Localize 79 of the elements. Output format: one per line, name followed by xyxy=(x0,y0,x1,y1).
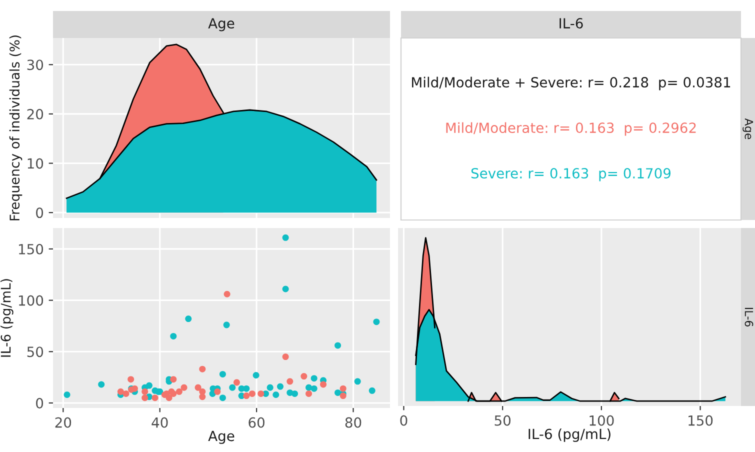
x-tick-label: 40 xyxy=(152,417,168,428)
x-tick-label: 60 xyxy=(248,417,264,428)
point xyxy=(98,381,105,388)
x-tick-label: 100 xyxy=(590,415,614,426)
point xyxy=(185,316,192,322)
point xyxy=(272,391,280,398)
x-axis-title: IL-6 (pg/mL) xyxy=(528,428,610,442)
point xyxy=(170,376,177,383)
point xyxy=(248,390,256,397)
point xyxy=(224,290,230,298)
y-tick-label: 0 xyxy=(36,208,44,218)
point xyxy=(142,394,148,402)
point xyxy=(233,379,240,386)
point xyxy=(243,392,250,400)
y-tick-label: 20 xyxy=(27,108,44,120)
y-tick-label: 150 xyxy=(18,244,44,254)
x-tick-label: 20 xyxy=(55,417,72,428)
point xyxy=(146,382,152,389)
point xyxy=(180,384,188,391)
point xyxy=(214,388,221,395)
y-tick-label: 50 xyxy=(27,346,44,358)
y-tick-label: 30 xyxy=(27,60,44,70)
point xyxy=(354,378,361,385)
point xyxy=(310,375,318,382)
point xyxy=(340,385,346,392)
point xyxy=(64,391,70,398)
text: Age xyxy=(742,118,754,140)
point xyxy=(122,390,130,397)
point xyxy=(252,372,260,378)
x-tick-label: 150 xyxy=(688,415,713,426)
point xyxy=(117,388,124,395)
point xyxy=(258,390,264,397)
point xyxy=(340,392,346,400)
y-tick-label: 10 xyxy=(28,158,44,169)
y-tick-label: 0 xyxy=(36,398,44,408)
point xyxy=(320,381,327,388)
x-axis-title: Age xyxy=(208,430,234,444)
point xyxy=(334,389,342,396)
point xyxy=(276,383,284,390)
point xyxy=(131,385,138,392)
x-tick-label: 0 xyxy=(400,415,408,426)
y-tick-label: 100 xyxy=(18,295,44,306)
point xyxy=(219,394,226,402)
y-axis-title: Frequency of individuals (%) xyxy=(9,36,22,220)
point xyxy=(199,394,206,400)
point xyxy=(291,390,298,397)
point xyxy=(306,384,312,391)
chart-title: Age xyxy=(208,18,234,32)
point xyxy=(286,378,294,385)
point xyxy=(310,385,318,392)
point xyxy=(282,234,289,241)
x-tick-label: 80 xyxy=(345,417,362,428)
point xyxy=(373,318,380,326)
point xyxy=(142,388,148,395)
point xyxy=(152,394,158,402)
point xyxy=(223,322,230,328)
y-axis-title: IL-6 (pg/mL) xyxy=(0,279,14,357)
point xyxy=(282,354,289,360)
point xyxy=(176,388,182,395)
point xyxy=(334,342,342,349)
point xyxy=(199,366,206,372)
x-tick-label: 50 xyxy=(494,415,510,426)
text: Mild/Moderate + Severe: r= 0.218 p= 0.0381 xyxy=(412,76,730,90)
point xyxy=(166,394,172,402)
point xyxy=(219,370,226,378)
text: Severe: r= 0.163 p= 0.1709 xyxy=(471,168,671,182)
point xyxy=(266,384,274,391)
text: Mild/Moderate: r= 0.163 p= 0.2962 xyxy=(446,122,696,136)
point xyxy=(300,373,308,380)
point xyxy=(306,390,312,397)
point xyxy=(170,332,177,340)
text: IL-6 xyxy=(560,18,583,29)
point xyxy=(194,384,202,391)
point xyxy=(243,385,250,392)
point xyxy=(229,384,236,391)
point xyxy=(368,387,376,394)
point xyxy=(128,376,134,383)
y2-axis-title: IL-6 xyxy=(744,308,754,326)
point xyxy=(282,286,289,292)
